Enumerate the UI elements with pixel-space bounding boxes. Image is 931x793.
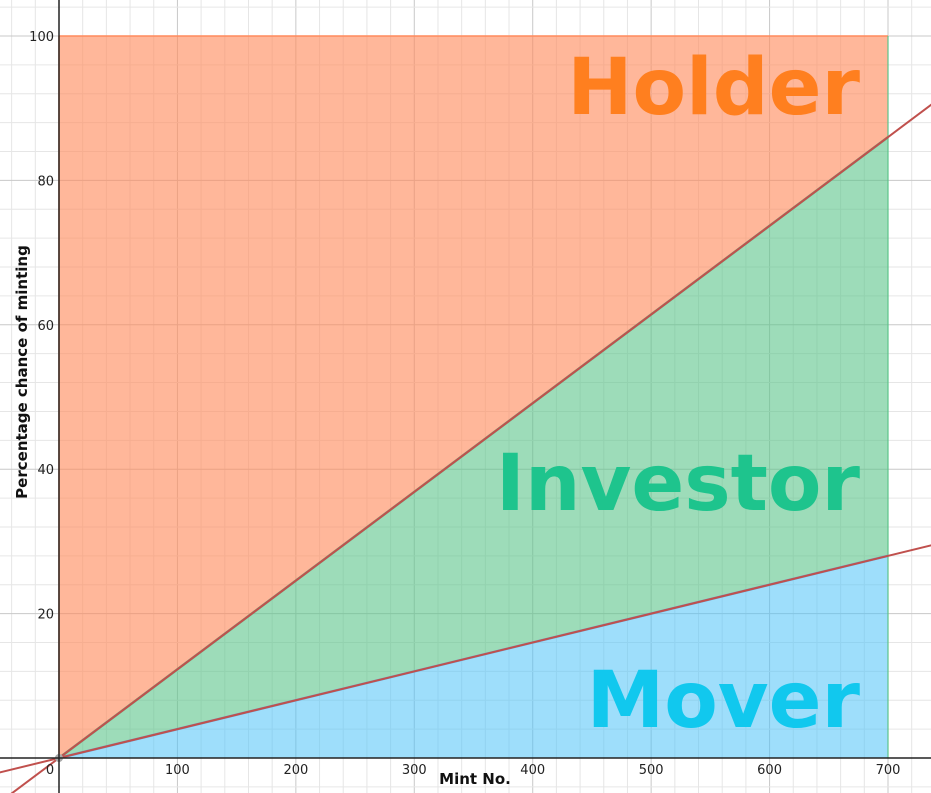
region-label-mover: Mover xyxy=(587,656,861,746)
region-labels: Mover Investor Holder xyxy=(496,43,861,746)
x-axis-title: Mint No. xyxy=(439,770,511,788)
holder-area xyxy=(59,36,888,758)
x-tick-label: 0 xyxy=(46,763,54,778)
y-tick-label: 80 xyxy=(37,174,54,189)
x-tick-label: 500 xyxy=(639,763,664,778)
x-tick-label: 300 xyxy=(402,763,427,778)
x-tick-label: 600 xyxy=(757,763,782,778)
y-tick-label: 100 xyxy=(29,30,54,45)
y-tick-label: 20 xyxy=(37,608,54,623)
area-regions xyxy=(58,35,889,758)
x-tick-label: 400 xyxy=(520,763,545,778)
region-label-holder: Holder xyxy=(567,43,860,133)
x-tick-label: 100 xyxy=(165,763,190,778)
y-tick-label: 40 xyxy=(37,463,54,478)
boundary-lines xyxy=(0,103,931,793)
investor-red-line xyxy=(10,103,931,793)
region-label-investor: Investor xyxy=(496,439,861,529)
tick-labels: 0 100 200 300 400 500 600 700 20 40 60 80 100 xyxy=(29,30,900,778)
x-tick-label: 200 xyxy=(283,763,308,778)
mover-red-line xyxy=(0,544,931,774)
y-tick-label: 60 xyxy=(37,319,54,334)
x-tick-label: 700 xyxy=(876,763,901,778)
y-axis-title: Percentage chance of minting xyxy=(13,245,31,499)
